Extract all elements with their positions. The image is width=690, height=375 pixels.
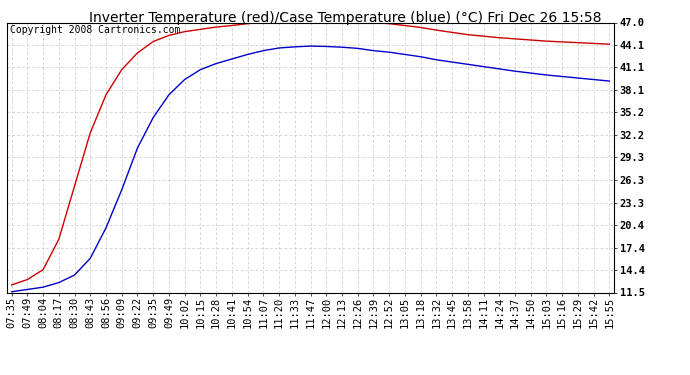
Text: Inverter Temperature (red)/Case Temperature (blue) (°C) Fri Dec 26 15:58: Inverter Temperature (red)/Case Temperat…: [89, 11, 601, 25]
Text: Copyright 2008 Cartronics.com: Copyright 2008 Cartronics.com: [10, 25, 180, 35]
